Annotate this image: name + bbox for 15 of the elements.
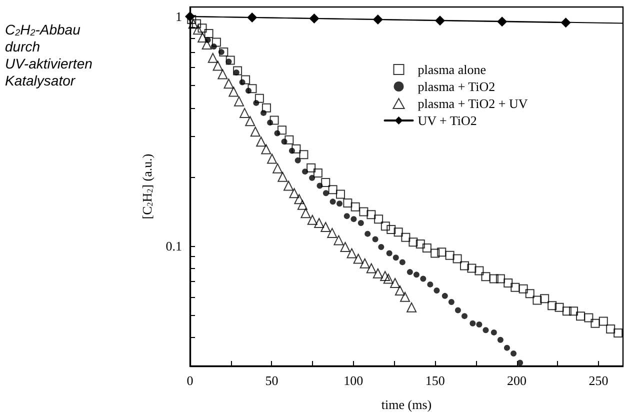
y-tick-label: 0.1 [166,238,182,254]
x-tick-label: 50 [265,373,278,388]
legend-label: plasma alone [418,62,486,77]
legend-label: plasma + TiO2 + UV [418,96,528,111]
y-tick-label: 1 [176,9,182,24]
x-tick-label: 150 [425,373,445,388]
x-tick-label: 100 [344,373,364,388]
legend-label: plasma + TiO2 [418,79,496,94]
x-tick-label: 250 [588,373,608,388]
x-tick-label: 0 [186,373,194,388]
y-axis-title: [C2H2] (a.u.) [140,154,154,220]
x-axis-title: time (ms) [381,397,432,412]
x-tick-label: 200 [507,373,527,388]
text: C2H2-Abbau durch UV-aktivierten Katalysator [5,22,96,88]
legend-label: UV + TiO2 [418,113,477,128]
